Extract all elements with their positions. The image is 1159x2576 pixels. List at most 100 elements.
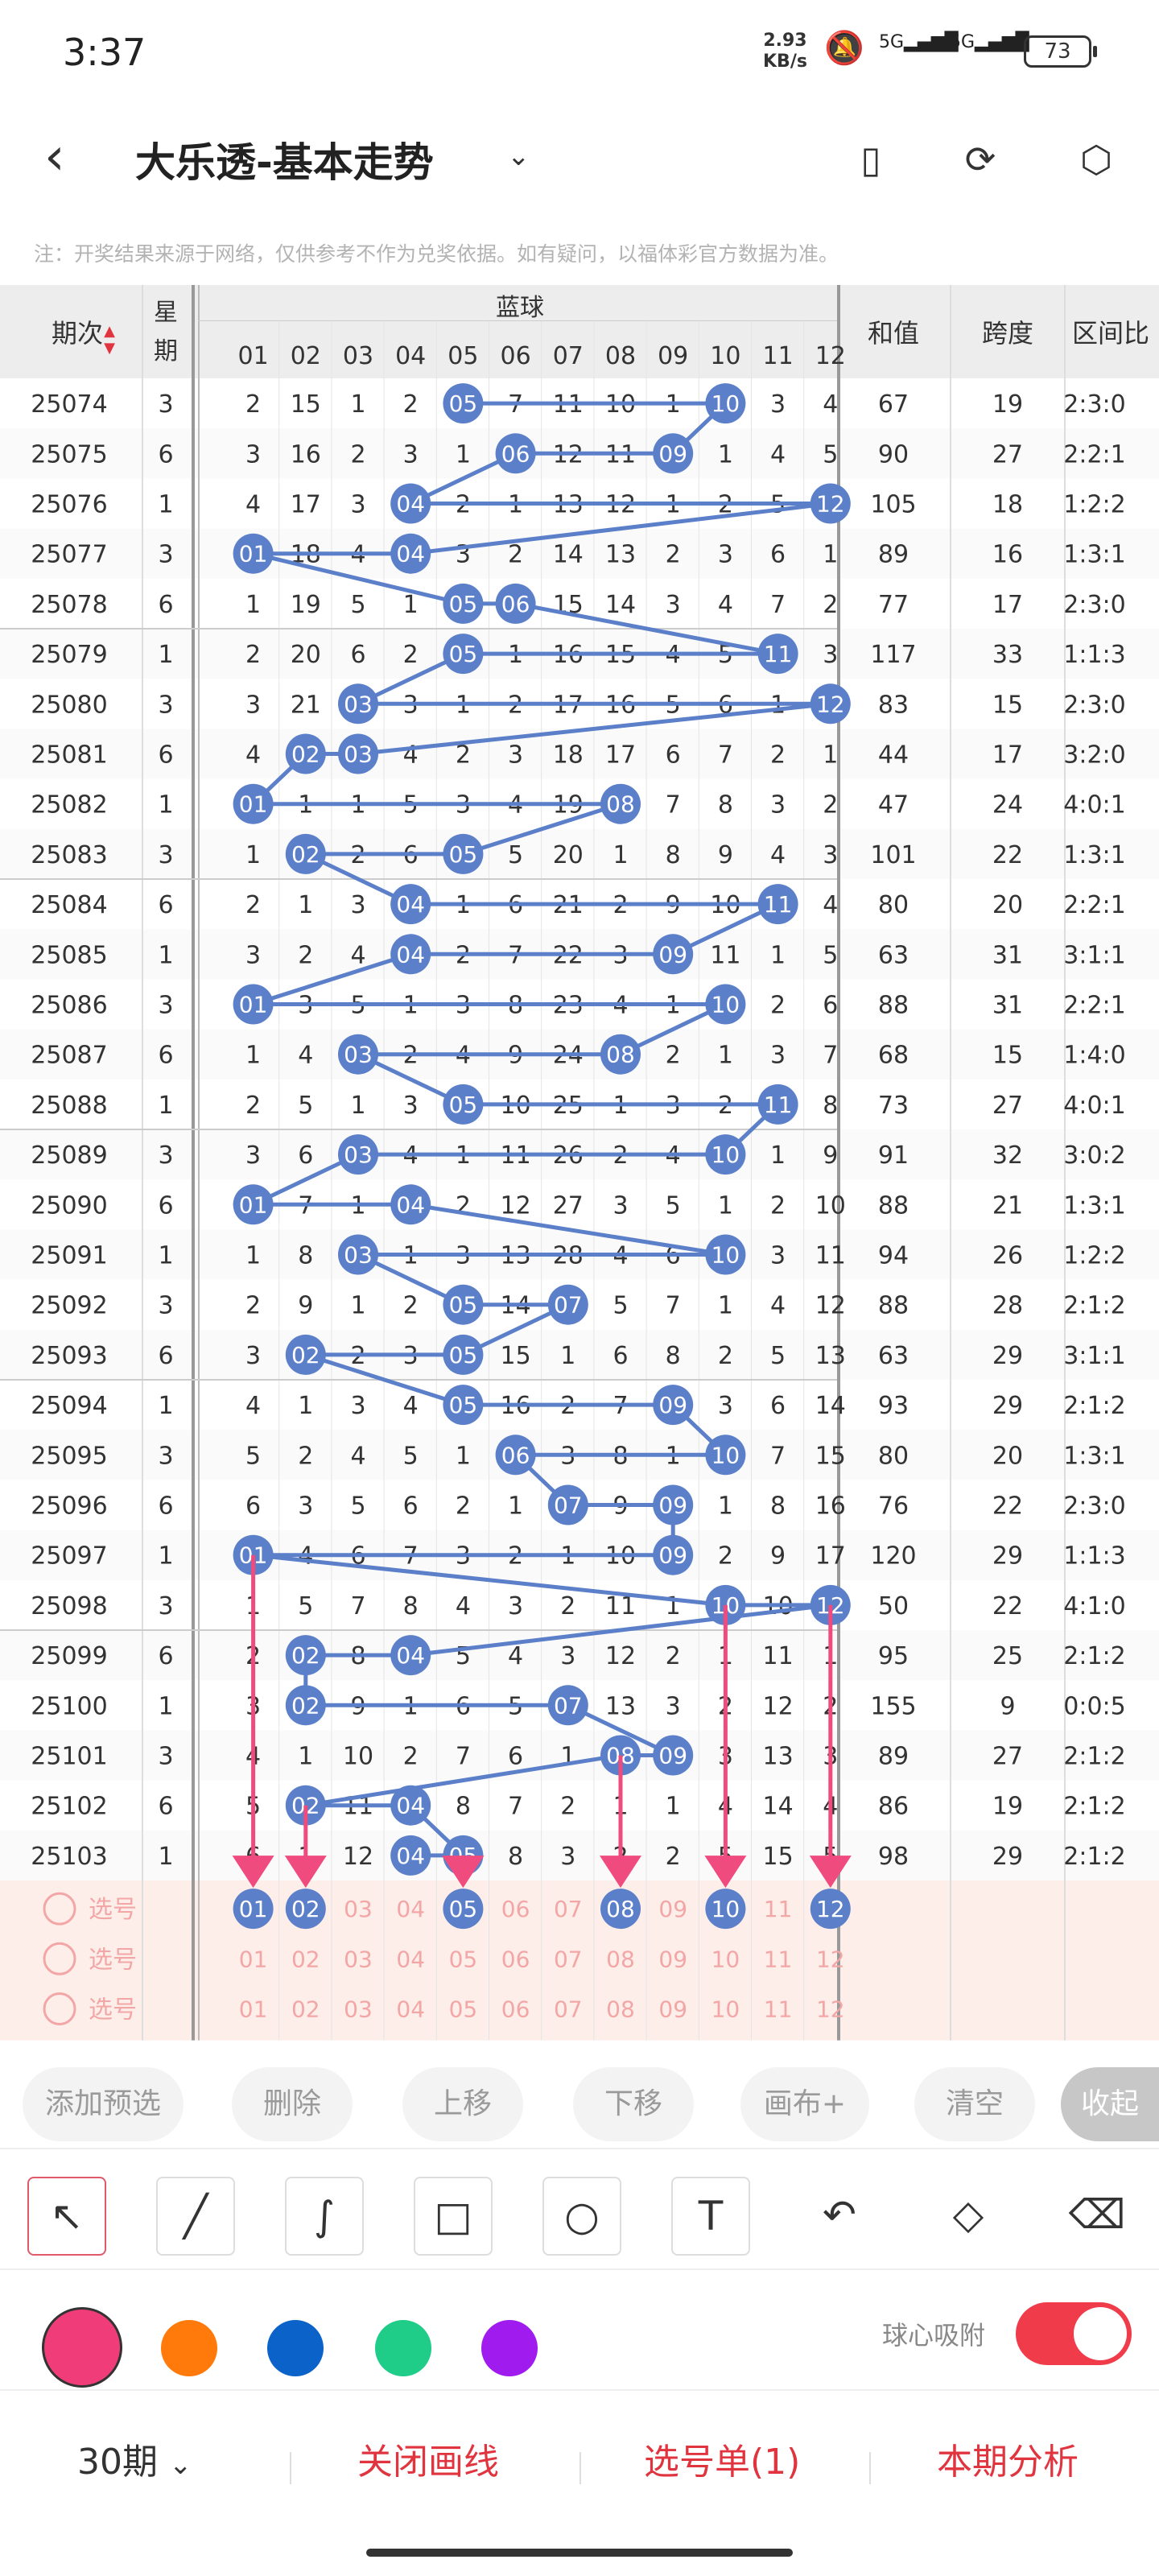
delete-button[interactable]: 删除 bbox=[232, 2067, 353, 2141]
pick-ball[interactable]: 11 bbox=[764, 1996, 793, 2023]
pick-ball[interactable]: 09 bbox=[658, 1896, 687, 1922]
text-tool-icon[interactable]: T bbox=[671, 2177, 750, 2256]
line-tool-icon[interactable]: ╱ bbox=[156, 2177, 235, 2256]
move-up-button[interactable]: 上移 bbox=[402, 2067, 523, 2141]
blue-ball bbox=[547, 1484, 588, 1525]
undo-icon[interactable]: ↶ bbox=[823, 2191, 856, 2238]
add-preselect-button[interactable]: 添加预选 bbox=[23, 2067, 184, 2141]
miss-count: 8 bbox=[718, 791, 733, 819]
pick-ball[interactable]: 12 bbox=[816, 1896, 845, 1922]
selected-ball[interactable] bbox=[233, 1889, 274, 1930]
weekday: 3 bbox=[158, 541, 173, 569]
selected-ball[interactable] bbox=[443, 1889, 484, 1930]
close-drawing-button[interactable]: 关闭画线 bbox=[357, 2442, 499, 2483]
pick-ball[interactable]: 03 bbox=[344, 1996, 373, 2023]
pick-ball[interactable]: 11 bbox=[764, 1896, 793, 1922]
snap-to-ball-toggle[interactable] bbox=[1016, 2302, 1132, 2365]
pick-ball[interactable]: 01 bbox=[239, 1946, 268, 1972]
pick-radio[interactable] bbox=[43, 1992, 76, 2025]
selected-ball[interactable] bbox=[705, 1889, 746, 1930]
color-swatch-green[interactable] bbox=[375, 2320, 431, 2376]
selected-ball[interactable] bbox=[600, 1889, 641, 1930]
rect-tool-icon[interactable]: □ bbox=[414, 2177, 493, 2256]
clear-brush-icon[interactable]: ⌫ bbox=[1068, 2191, 1126, 2238]
column-divider bbox=[837, 285, 840, 2041]
color-swatch-purple[interactable] bbox=[481, 2320, 538, 2376]
pick-radio[interactable] bbox=[43, 1942, 76, 1975]
pick-ball[interactable]: 04 bbox=[396, 1996, 425, 2023]
pick-ball[interactable]: 07 bbox=[554, 1996, 583, 2023]
pick-ball[interactable]: 09 bbox=[658, 1946, 687, 1972]
pick-ball[interactable]: 03 bbox=[344, 1896, 373, 1922]
pick-ball[interactable]: 01 bbox=[239, 1996, 268, 2023]
color-swatch-orange[interactable] bbox=[161, 2320, 217, 2376]
miss-count: 2 bbox=[666, 1042, 681, 1070]
color-swatch-blue[interactable] bbox=[267, 2320, 324, 2376]
edit-toolbar: 添加预选 删除 上移 下移 画布+ 清空 收起 bbox=[0, 2051, 1159, 2148]
pick-ball[interactable]: 08 bbox=[606, 1946, 635, 1972]
pick-ball[interactable]: 01 bbox=[239, 1896, 268, 1922]
canvas-plus-button[interactable]: 画布+ bbox=[740, 2067, 869, 2141]
pick-ball[interactable]: 08 bbox=[606, 1896, 635, 1922]
pick-ball[interactable]: 04 bbox=[396, 1946, 425, 1972]
selected-ball[interactable] bbox=[285, 1889, 326, 1930]
zone-ratio: 1:1:3 bbox=[1063, 641, 1125, 669]
pick-ball[interactable]: 05 bbox=[449, 1896, 478, 1922]
miss-count: 5 bbox=[612, 1292, 628, 1320]
back-icon[interactable]: ‹ bbox=[44, 127, 65, 187]
pick-ball[interactable]: 07 bbox=[554, 1946, 583, 1972]
move-down-button[interactable]: 下移 bbox=[573, 2067, 694, 2141]
blue-ball bbox=[547, 1284, 588, 1325]
portrait-icon[interactable]: ▯ bbox=[860, 138, 881, 181]
miss-count: 14 bbox=[763, 1793, 794, 1821]
miss-count: 4 bbox=[456, 1592, 471, 1620]
share-icon[interactable]: ⟳ bbox=[964, 138, 996, 181]
pick-ball[interactable]: 10 bbox=[711, 1996, 740, 2023]
sum-value: 63 bbox=[878, 1342, 909, 1370]
pick-ball[interactable]: 02 bbox=[291, 1996, 320, 2023]
pick-ball[interactable]: 06 bbox=[501, 1896, 530, 1922]
pick-ball[interactable]: 06 bbox=[501, 1996, 530, 2023]
arrow-tool-icon[interactable]: ↖ bbox=[27, 2177, 106, 2256]
blue-ball bbox=[338, 683, 378, 724]
chevron-down-icon[interactable]: ⌄ bbox=[507, 140, 530, 172]
pick-ball[interactable]: 12 bbox=[816, 1996, 845, 2023]
period-selector[interactable]: 30期 ⌄ bbox=[77, 2433, 192, 2484]
collapse-button[interactable]: 收起 bbox=[1061, 2067, 1159, 2141]
page-title[interactable]: 大乐透-基本走势 bbox=[135, 139, 434, 186]
period-analysis-button[interactable]: 本期分析 bbox=[937, 2442, 1079, 2483]
weekday: 6 bbox=[158, 891, 173, 919]
miss-count: 2 bbox=[666, 1642, 681, 1670]
period-number: 25078 bbox=[31, 591, 107, 619]
pick-ball[interactable]: 10 bbox=[711, 1896, 740, 1922]
blue-ball bbox=[600, 1034, 641, 1075]
pick-ball[interactable]: 04 bbox=[396, 1896, 425, 1922]
selected-ball[interactable] bbox=[810, 1889, 851, 1930]
pick-ball[interactable]: 02 bbox=[291, 1946, 320, 1972]
weekday: 6 bbox=[158, 440, 173, 469]
pick-radio[interactable] bbox=[43, 1892, 76, 1926]
miss-count: 1 bbox=[718, 440, 733, 469]
pick-ball[interactable]: 02 bbox=[291, 1896, 320, 1922]
eraser-icon[interactable]: ◇ bbox=[952, 2191, 984, 2238]
pick-ball[interactable]: 05 bbox=[449, 1996, 478, 2023]
pick-ball[interactable]: 09 bbox=[658, 1996, 687, 2023]
pick-ball[interactable]: 05 bbox=[449, 1946, 478, 1972]
pick-ball[interactable]: 08 bbox=[606, 1996, 635, 2023]
pick-ball[interactable]: 06 bbox=[501, 1946, 530, 1972]
pick-ball[interactable]: 10 bbox=[711, 1946, 740, 1972]
circle-tool-icon[interactable]: ○ bbox=[542, 2177, 621, 2256]
pick-ball[interactable]: 11 bbox=[764, 1946, 793, 1972]
pick-list-button[interactable]: 选号单(1) bbox=[644, 2442, 801, 2483]
pick-ball[interactable]: 12 bbox=[816, 1946, 845, 1972]
color-swatch-pink[interactable] bbox=[42, 2307, 122, 2388]
blue-ball bbox=[705, 984, 746, 1025]
curve-tool-icon[interactable]: ∫ bbox=[285, 2177, 364, 2256]
sum-value: 50 bbox=[878, 1592, 909, 1620]
pick-ball[interactable]: 07 bbox=[554, 1896, 583, 1922]
settings-icon[interactable]: ⬡ bbox=[1079, 138, 1113, 181]
span-value: 26 bbox=[992, 1242, 1023, 1270]
sort-icon[interactable]: ▲▼ bbox=[101, 323, 118, 357]
clear-button[interactable]: 清空 bbox=[914, 2067, 1035, 2141]
pick-ball[interactable]: 03 bbox=[344, 1946, 373, 1972]
